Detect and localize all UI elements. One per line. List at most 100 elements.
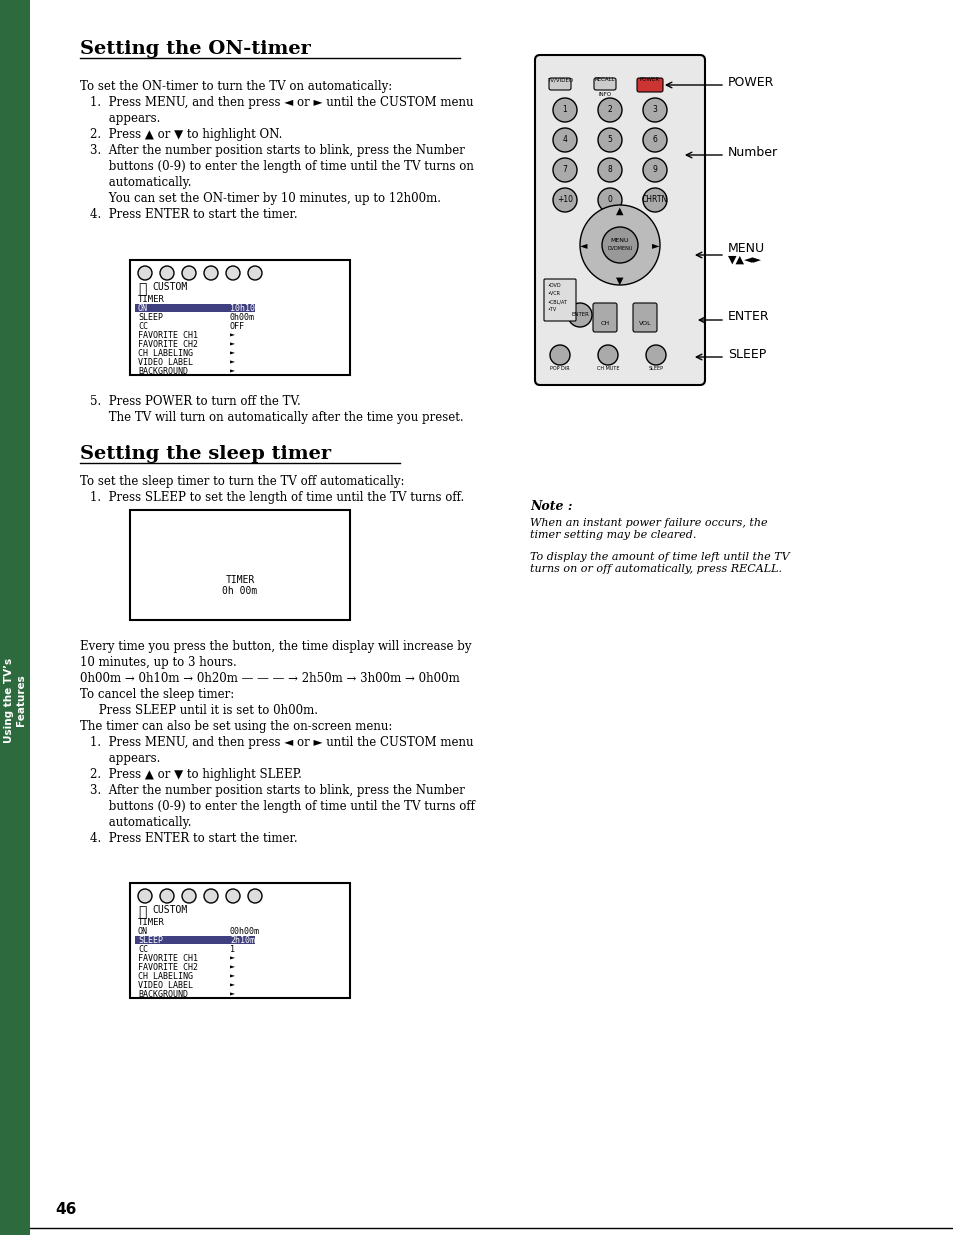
Text: 10 minutes, up to 3 hours.: 10 minutes, up to 3 hours. bbox=[80, 656, 236, 669]
Text: 8: 8 bbox=[607, 165, 612, 174]
Circle shape bbox=[204, 889, 218, 903]
Text: CUSTOM: CUSTOM bbox=[152, 905, 187, 915]
Text: 0h00m: 0h00m bbox=[230, 312, 254, 322]
Text: 3.  After the number position starts to blink, press the Number: 3. After the number position starts to b… bbox=[90, 784, 464, 797]
FancyBboxPatch shape bbox=[593, 303, 617, 332]
Circle shape bbox=[553, 128, 577, 152]
Text: POWER: POWER bbox=[727, 75, 774, 89]
Text: buttons (0-9) to enter the length of time until the TV turns on: buttons (0-9) to enter the length of tim… bbox=[90, 161, 474, 173]
Text: ON: ON bbox=[138, 927, 148, 936]
Text: MENU: MENU bbox=[610, 238, 629, 243]
Text: VIDEO LABEL: VIDEO LABEL bbox=[138, 358, 193, 367]
Text: 10h10m: 10h10m bbox=[230, 304, 260, 312]
Text: BACKGROUND: BACKGROUND bbox=[138, 367, 188, 375]
Circle shape bbox=[226, 889, 240, 903]
Text: 4.  Press ENTER to start the timer.: 4. Press ENTER to start the timer. bbox=[90, 207, 297, 221]
Circle shape bbox=[567, 303, 592, 327]
Text: FAVORITE CH2: FAVORITE CH2 bbox=[138, 963, 198, 972]
Text: CH LABELING: CH LABELING bbox=[138, 350, 193, 358]
Text: ►: ► bbox=[230, 367, 234, 375]
Text: buttons (0-9) to enter the length of time until the TV turns off: buttons (0-9) to enter the length of tim… bbox=[90, 800, 475, 813]
Text: 3: 3 bbox=[652, 105, 657, 115]
Circle shape bbox=[182, 889, 195, 903]
Text: OFF: OFF bbox=[230, 322, 245, 331]
Bar bbox=[130, 261, 350, 375]
Text: The TV will turn on automatically after the time you preset.: The TV will turn on automatically after … bbox=[90, 411, 463, 424]
Text: 2: 2 bbox=[607, 105, 612, 115]
Text: Using the TV’s
Features: Using the TV’s Features bbox=[4, 657, 26, 742]
Text: ►: ► bbox=[230, 953, 234, 963]
Circle shape bbox=[598, 98, 621, 122]
Text: ▼: ▼ bbox=[616, 275, 623, 287]
Text: ►: ► bbox=[230, 963, 234, 972]
Text: VIDEO LABEL: VIDEO LABEL bbox=[138, 981, 193, 990]
Circle shape bbox=[248, 889, 262, 903]
Text: 5.  Press POWER to turn off the TV.: 5. Press POWER to turn off the TV. bbox=[90, 395, 300, 408]
Text: ⌗: ⌗ bbox=[138, 905, 146, 919]
Circle shape bbox=[598, 345, 618, 366]
FancyBboxPatch shape bbox=[594, 78, 616, 90]
Circle shape bbox=[598, 128, 621, 152]
Circle shape bbox=[138, 889, 152, 903]
Text: CH MUTE: CH MUTE bbox=[597, 366, 618, 370]
Text: •DVD: •DVD bbox=[546, 283, 560, 288]
Text: ►: ► bbox=[230, 331, 234, 340]
Text: Note :: Note : bbox=[530, 500, 572, 513]
Text: RECALL: RECALL bbox=[594, 77, 615, 82]
Text: automatically.: automatically. bbox=[90, 177, 192, 189]
Text: •VCR: •VCR bbox=[546, 291, 559, 296]
Text: SLEEP: SLEEP bbox=[138, 936, 163, 945]
Text: CH: CH bbox=[599, 321, 609, 326]
Circle shape bbox=[550, 345, 569, 366]
Circle shape bbox=[553, 188, 577, 212]
Bar bbox=[130, 883, 350, 998]
Text: 2.  Press ▲ or ▼ to highlight SLEEP.: 2. Press ▲ or ▼ to highlight SLEEP. bbox=[90, 768, 301, 781]
Text: INFO: INFO bbox=[598, 91, 611, 98]
Text: CHRTN: CHRTN bbox=[641, 195, 667, 205]
Circle shape bbox=[160, 889, 173, 903]
Text: Number: Number bbox=[727, 146, 778, 158]
Text: FAVORITE CH1: FAVORITE CH1 bbox=[138, 331, 198, 340]
Text: To display the amount of time left until the TV
turns on or off automatically, p: To display the amount of time left until… bbox=[530, 552, 789, 573]
Circle shape bbox=[642, 128, 666, 152]
Text: SLEEP: SLEEP bbox=[648, 366, 662, 370]
Text: ►: ► bbox=[230, 981, 234, 990]
Text: SLEEP: SLEEP bbox=[727, 347, 765, 361]
Text: ◄: ◄ bbox=[579, 240, 587, 249]
Text: appears.: appears. bbox=[90, 752, 160, 764]
Circle shape bbox=[642, 98, 666, 122]
Circle shape bbox=[601, 227, 638, 263]
Text: TIMER: TIMER bbox=[138, 918, 165, 927]
Text: Setting the ON-timer: Setting the ON-timer bbox=[80, 40, 311, 58]
Text: Setting the sleep timer: Setting the sleep timer bbox=[80, 445, 331, 463]
Text: ►: ► bbox=[652, 240, 659, 249]
Text: 00h00m: 00h00m bbox=[230, 927, 260, 936]
Text: To set the sleep timer to turn the TV off automatically:: To set the sleep timer to turn the TV of… bbox=[80, 475, 404, 488]
Circle shape bbox=[248, 266, 262, 280]
Circle shape bbox=[579, 205, 659, 285]
Text: FAVORITE CH1: FAVORITE CH1 bbox=[138, 953, 198, 963]
Text: TIMER: TIMER bbox=[138, 295, 165, 304]
Bar bbox=[130, 510, 350, 620]
Text: 6: 6 bbox=[652, 136, 657, 144]
Text: 0h 00m: 0h 00m bbox=[222, 585, 257, 597]
Text: 4.  Press ENTER to start the timer.: 4. Press ENTER to start the timer. bbox=[90, 832, 297, 845]
Text: FAVORITE CH2: FAVORITE CH2 bbox=[138, 340, 198, 350]
Text: ENTER: ENTER bbox=[571, 312, 588, 317]
Text: To cancel the sleep timer:: To cancel the sleep timer: bbox=[80, 688, 234, 701]
Circle shape bbox=[642, 158, 666, 182]
Text: POWER: POWER bbox=[639, 77, 659, 82]
Text: ►: ► bbox=[230, 350, 234, 358]
Text: 7: 7 bbox=[562, 165, 567, 174]
Text: You can set the ON-timer by 10 minutes, up to 12h00m.: You can set the ON-timer by 10 minutes, … bbox=[90, 191, 440, 205]
Text: POP DIR: POP DIR bbox=[550, 366, 569, 370]
Text: •TV: •TV bbox=[546, 308, 556, 312]
Text: 1: 1 bbox=[230, 945, 234, 953]
Text: To set the ON-timer to turn the TV on automatically:: To set the ON-timer to turn the TV on au… bbox=[80, 80, 392, 93]
Circle shape bbox=[553, 98, 577, 122]
Text: TIMER: TIMER bbox=[225, 576, 254, 585]
Text: 3.  After the number position starts to blink, press the Number: 3. After the number position starts to b… bbox=[90, 144, 464, 157]
Text: VOL: VOL bbox=[638, 321, 651, 326]
Text: +10: +10 bbox=[557, 195, 573, 205]
Text: 1: 1 bbox=[562, 105, 567, 115]
